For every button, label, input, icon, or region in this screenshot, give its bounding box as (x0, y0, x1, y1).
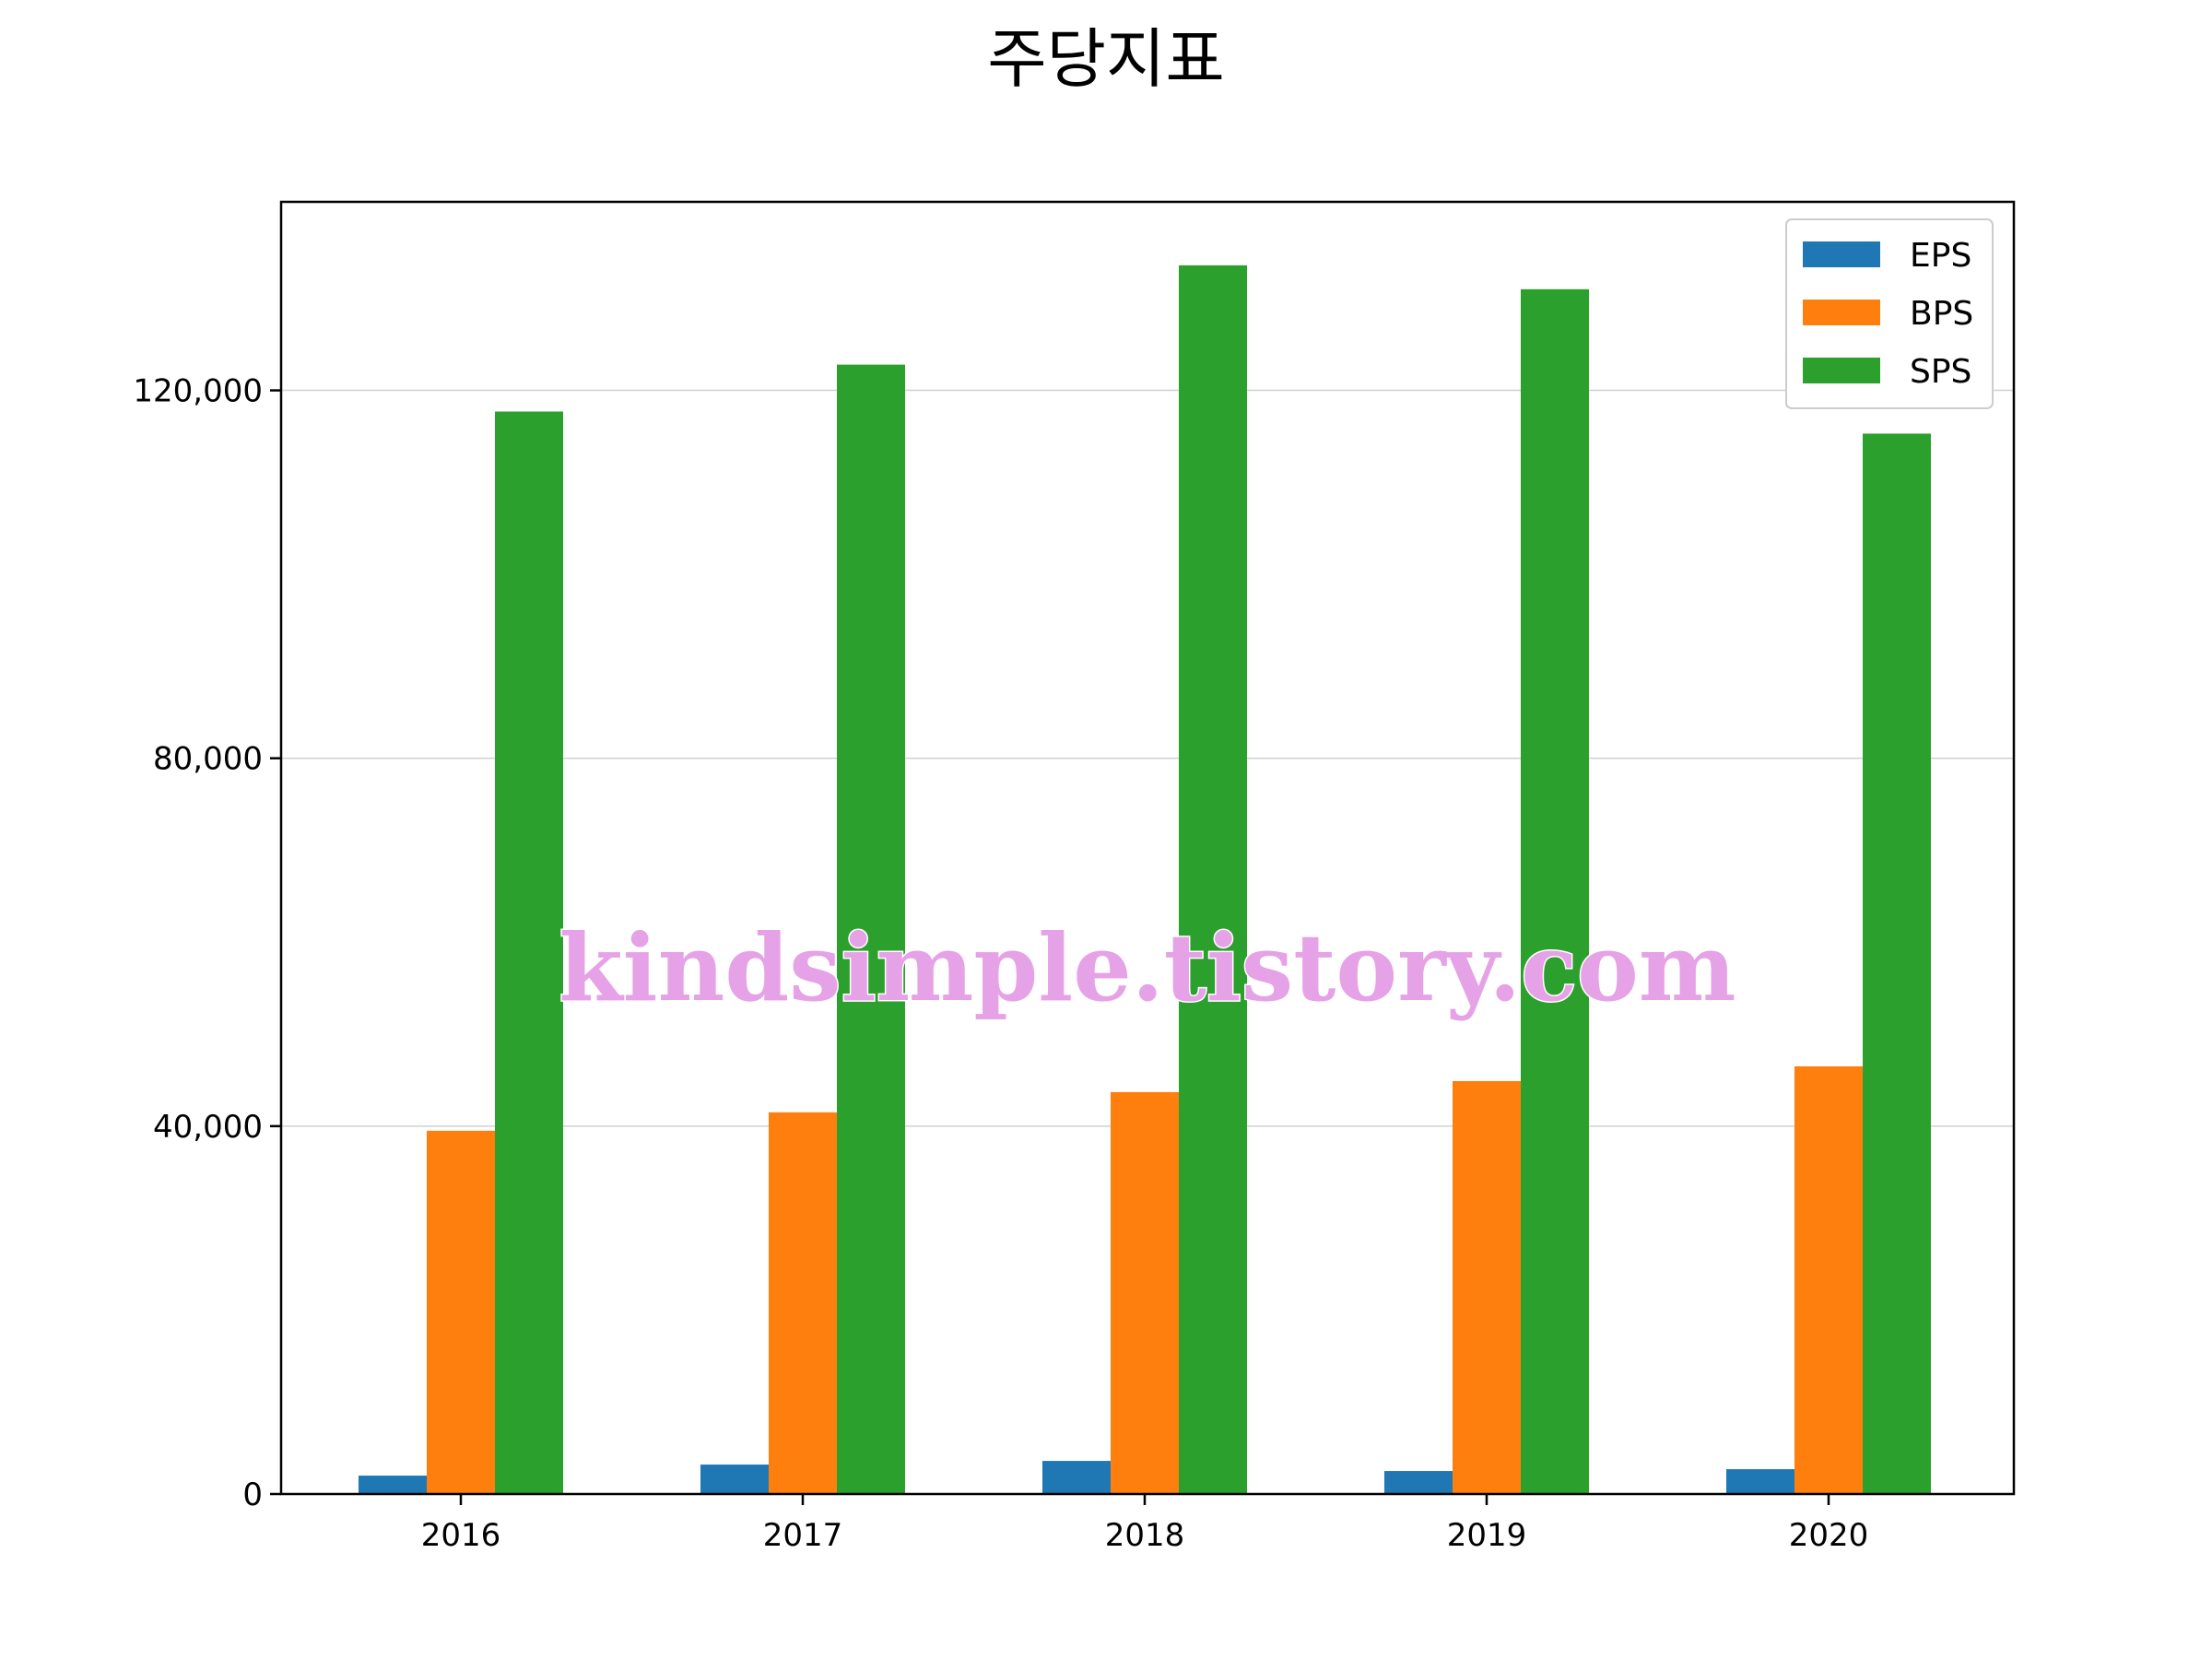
bar-bps-2017 (769, 1112, 837, 1494)
bar-bps-2019 (1453, 1080, 1521, 1494)
x-axis-ticks: 2016 2017 2018 2019 2020 (421, 1494, 1869, 1554)
y-tick-label: 0 (242, 1477, 263, 1513)
bar-bps-2016 (427, 1130, 495, 1494)
x-tick-label: 2019 (1447, 1517, 1527, 1554)
bar-sps-2016 (495, 411, 563, 1494)
legend-swatch-sps (1803, 358, 1880, 383)
y-tick-label: 120,000 (133, 373, 263, 410)
bar-eps-2019 (1384, 1471, 1453, 1494)
bar-eps-2018 (1042, 1461, 1111, 1494)
x-tick-label: 2018 (1105, 1517, 1185, 1554)
y-tick-label: 80,000 (153, 741, 263, 778)
plot-frame (279, 200, 2016, 1496)
bar-sps-2019 (1521, 288, 1589, 1495)
chart-title: 주당지표 (987, 21, 1225, 97)
legend-label-bps: BPS (1910, 295, 1973, 333)
legend-swatch-bps (1803, 300, 1880, 325)
legend: EPS BPS SPS (1785, 218, 1994, 409)
bar-sps-2017 (837, 364, 905, 1494)
bar-bps-2020 (1794, 1065, 1863, 1494)
legend-items: EPS BPS SPS (1803, 237, 1973, 391)
x-tick-label: 2020 (1789, 1517, 1869, 1554)
bar-eps-2020 (1726, 1469, 1794, 1494)
legend-label-eps: EPS (1910, 237, 1971, 275)
x-tick-label: 2017 (763, 1517, 843, 1554)
bars (359, 265, 1931, 1495)
bar-bps-2018 (1111, 1091, 1179, 1494)
x-tick-label: 2016 (421, 1517, 501, 1554)
y-axis-ticks: 0 40,000 80,000 120,000 (133, 373, 281, 1513)
legend-label-sps: SPS (1910, 353, 1971, 391)
legend-swatch-eps (1803, 241, 1880, 267)
y-tick-label: 40,000 (153, 1109, 263, 1146)
bar-eps-2017 (700, 1465, 769, 1494)
bar-sps-2020 (1863, 433, 1931, 1494)
bar-eps-2016 (359, 1476, 427, 1494)
bar-sps-2018 (1179, 265, 1247, 1494)
watermark-text: kindsimple.tistory.com (559, 913, 1735, 1022)
